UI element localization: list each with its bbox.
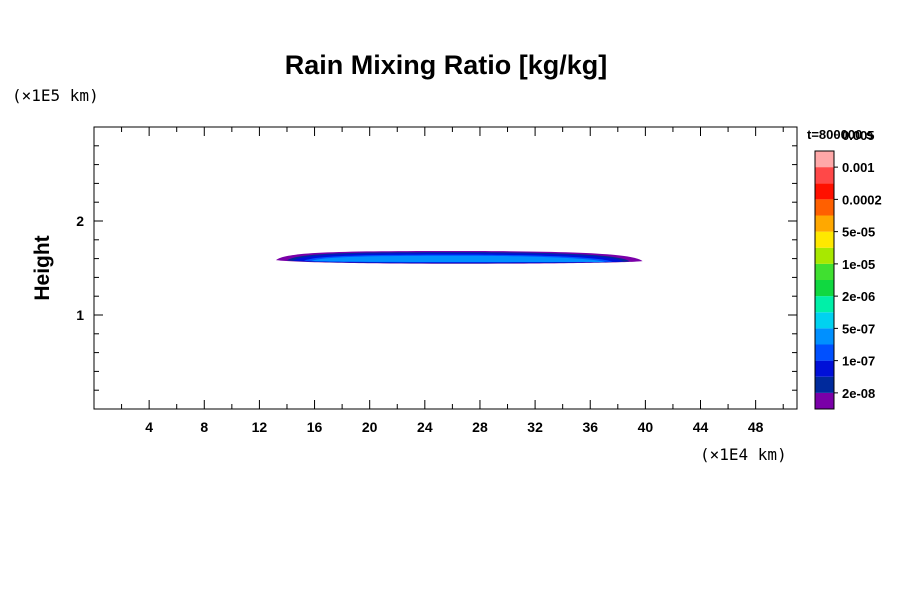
rain-field [275,251,643,264]
x-tick-label: 48 [748,419,764,435]
axis-ticks [94,127,797,409]
x-tick-label: 8 [200,419,208,435]
x-tick-label: 40 [638,419,654,435]
colorbar-swatch [815,199,834,216]
colorbar-label: 0.001 [842,160,875,175]
x-tick-label: 16 [307,419,323,435]
colorbar-swatch [815,183,834,200]
y-axis-label: Height [31,235,54,300]
colorbar-swatch [815,296,834,313]
colorbar-swatch [815,312,834,329]
colorbar: 2e-08 1e-07 5e-07 2e-06 1e-05 5e-05 0.0002 0.00… [814,128,882,410]
colorbar-swatch [815,280,834,297]
chart-title: Rain Mixing Ratio [kg/kg] [285,50,608,80]
plot-frame [93,126,798,410]
y-tick-labels: 12 [76,213,84,323]
colorbar-frame [814,150,835,410]
x-tick-label: 44 [693,419,709,435]
colorbar-label: 2e-08 [842,386,875,401]
colorbar-swatch [815,392,834,409]
x-tick-label: 20 [362,419,378,435]
time-label: t=800000 s [807,127,873,142]
colorbar-swatch [815,167,834,184]
contour-band [311,255,606,263]
colorbar-swatch [815,151,834,168]
colorbar-swatch [815,376,834,393]
colorbar-swatch [815,215,834,232]
x-tick-label: 36 [582,419,598,435]
x-tick-label: 4 [145,419,153,435]
y-unit-label: (×1E5 km) [12,86,99,105]
colorbar-swatch [815,328,834,345]
colorbar-swatch [815,344,834,361]
colorbar-label: 1e-05 [842,257,875,272]
y-tick-label: 1 [76,307,84,323]
colorbar-swatch [815,360,834,377]
colorbar-label: 2e-06 [842,289,875,304]
colorbar-label: 0.0002 [842,192,882,207]
colorbar-label: 1e-07 [842,354,875,369]
colorbar-swatch [815,247,834,264]
colorbar-swatch [815,231,834,248]
x-tick-label: 28 [472,419,488,435]
x-tick-label: 12 [252,419,268,435]
x-unit-label: (×1E4 km) [700,445,787,464]
colorbar-swatch [815,263,834,280]
colorbar-label: 0.005 [842,128,875,143]
x-tick-label: 24 [417,419,433,435]
colorbar-label: 5e-05 [842,225,875,240]
x-tick-label: 32 [527,419,543,435]
x-tick-labels: 4 8 12 16 20 24 28 32 36 40 44 48 [145,419,763,435]
colorbar-label: 5e-07 [842,321,875,336]
y-tick-label: 2 [76,213,84,229]
